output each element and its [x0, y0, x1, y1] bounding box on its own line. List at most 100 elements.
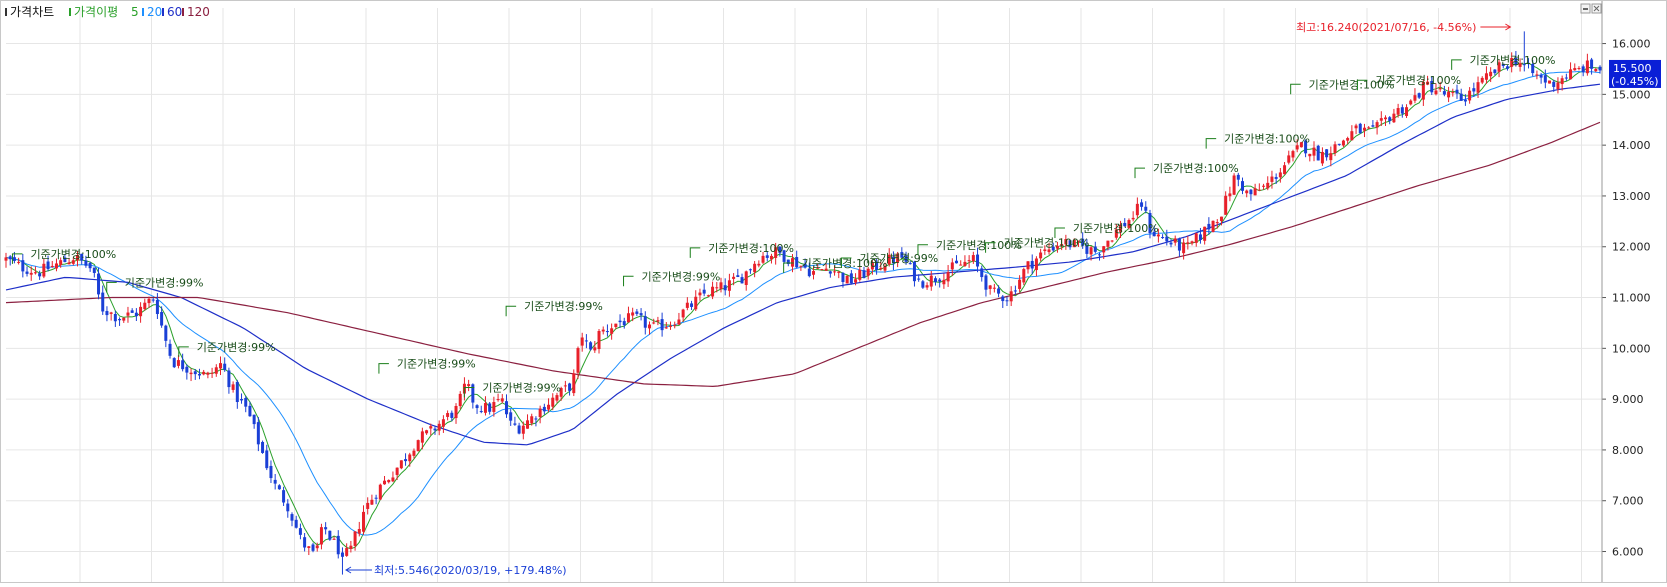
candle-body — [1476, 82, 1480, 93]
base-price-change-label: 기준가변경:99% — [482, 382, 561, 395]
candle-body — [4, 257, 8, 261]
candle-body — [244, 397, 248, 407]
candle-body — [626, 313, 630, 323]
candle-body — [122, 317, 126, 321]
candle-body — [1594, 69, 1598, 72]
candle-body — [25, 271, 29, 274]
candle-body — [1531, 63, 1535, 74]
candle-body — [42, 263, 46, 277]
candle-body — [1051, 246, 1055, 251]
candle-body — [147, 298, 151, 304]
candle-body — [1510, 58, 1514, 67]
minimize-icon[interactable] — [1580, 3, 1591, 14]
candle-body — [782, 250, 786, 262]
candle-body — [181, 360, 185, 370]
candle-body — [1400, 107, 1404, 114]
candle-body — [416, 440, 420, 452]
candle-body — [875, 261, 879, 271]
candle-body — [723, 285, 727, 291]
base-price-change-label: 기준가변경:99% — [859, 252, 938, 265]
base-price-change-label: 기준가변경:100% — [1004, 237, 1090, 250]
candle-body — [883, 265, 887, 271]
close-icon[interactable] — [1591, 3, 1602, 14]
candle-body — [151, 299, 155, 301]
candle-body — [1207, 223, 1211, 230]
candle-body — [420, 431, 424, 443]
candle-body — [1556, 82, 1560, 90]
candle-body — [622, 321, 626, 326]
moving-average-layer — [5, 62, 1601, 550]
candle-body — [1598, 66, 1602, 71]
candle-body — [942, 279, 946, 285]
candle-body — [202, 371, 206, 375]
candle-body — [639, 313, 643, 316]
high-marker-arrow — [1480, 23, 1512, 31]
candle-body — [1426, 81, 1430, 85]
candle-body — [1463, 99, 1467, 102]
candle-body — [1135, 203, 1139, 216]
base-price-change-marker — [1134, 167, 1146, 179]
candle-body — [1489, 71, 1493, 77]
base-price-change-marker — [106, 281, 117, 293]
candle-body — [917, 278, 921, 280]
candle-body — [1131, 217, 1135, 220]
base-price-change-label: 기준가변경:100% — [708, 242, 794, 255]
base-price-change-marker — [783, 262, 794, 274]
candle-body — [1501, 63, 1505, 67]
candle-body — [1573, 68, 1577, 71]
candle-body — [248, 405, 252, 417]
candle-body — [500, 398, 504, 402]
candle-body — [1371, 125, 1375, 127]
candle-body — [101, 292, 105, 312]
candle-body — [694, 296, 698, 310]
candle-body — [542, 406, 546, 412]
candle-body — [46, 261, 50, 270]
candle-body — [963, 261, 967, 266]
candle-body — [1535, 74, 1539, 76]
candle-body — [374, 497, 378, 499]
candle-body — [1190, 241, 1194, 244]
candle-body — [509, 412, 513, 421]
candle-body — [967, 260, 971, 262]
candle-body — [530, 416, 534, 424]
candle-body — [526, 420, 530, 429]
candle-body — [1493, 69, 1497, 74]
candle-body — [1127, 220, 1131, 228]
candle-body — [563, 385, 567, 387]
candle-body — [1484, 73, 1488, 80]
candle-body — [1341, 140, 1345, 146]
candle-body — [160, 312, 164, 326]
candle-body — [395, 467, 399, 475]
candle-body — [568, 383, 572, 391]
candle-body — [1211, 220, 1215, 232]
candle-body — [593, 347, 597, 351]
candle-body — [383, 480, 387, 485]
candle-body — [1564, 77, 1568, 79]
candle-body — [1434, 90, 1438, 95]
candle-body — [1026, 261, 1030, 270]
candle-body — [988, 285, 992, 289]
candle-body — [88, 262, 92, 269]
candle-body — [1569, 69, 1573, 80]
candle-body — [54, 263, 58, 269]
current-price-value: 15.500 — [1613, 62, 1652, 75]
candle-body — [833, 271, 837, 273]
legend: 가격차트 가격이평 5 20 60 120 — [5, 5, 210, 19]
candle-body — [1161, 237, 1165, 239]
candle-body — [311, 544, 315, 551]
candle-body — [63, 257, 67, 263]
candle-body — [425, 430, 429, 434]
candle-body — [67, 262, 71, 265]
candle-body — [879, 267, 883, 270]
candle-body — [1022, 269, 1026, 283]
candle-body — [155, 299, 159, 315]
ma20-line — [5, 70, 1601, 536]
candle-body — [303, 537, 307, 548]
candle-body — [715, 287, 719, 289]
high-marker-label: 최고:16.240(2021/07/16, -4.56%) — [1296, 21, 1476, 34]
candle-body — [631, 312, 635, 316]
axis-tick-label: 8.000 — [1612, 444, 1644, 457]
candle-body — [349, 545, 353, 549]
candle-body — [1009, 291, 1013, 302]
candle-body — [706, 295, 710, 297]
